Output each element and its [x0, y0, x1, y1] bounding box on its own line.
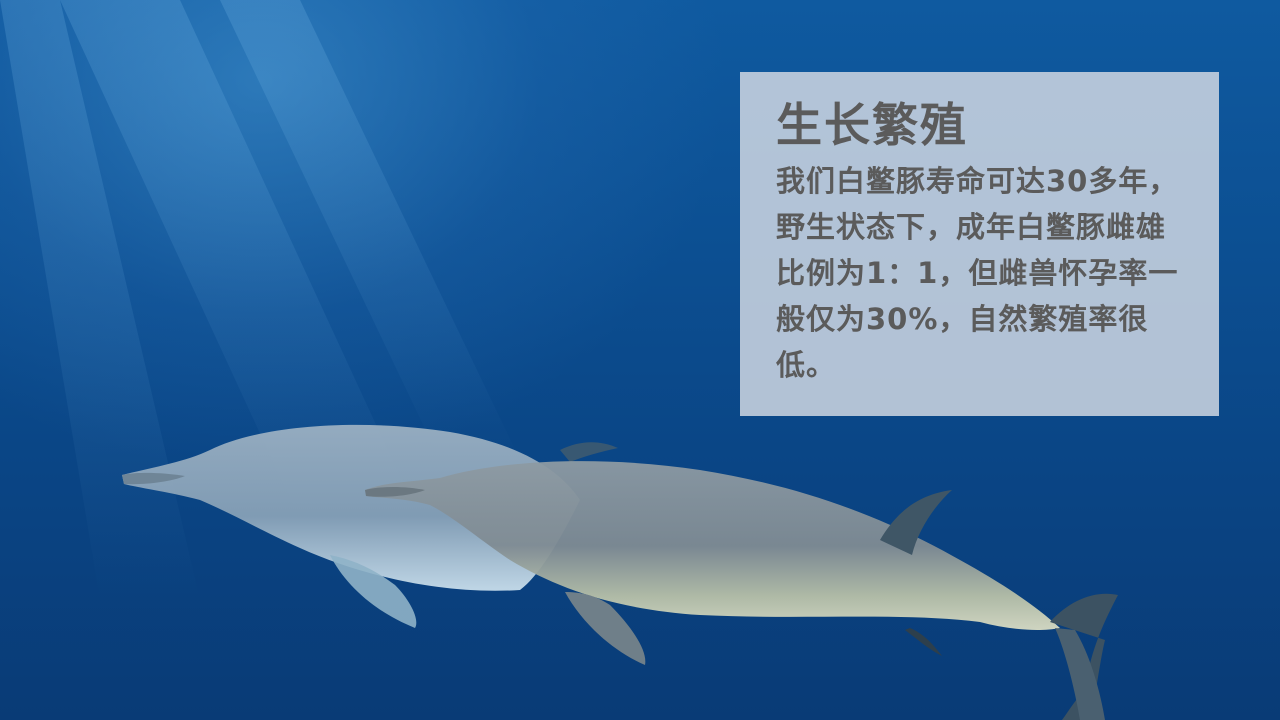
- panel-body-text: 我们白鳖豚寿命可达30多年，野生状态下，成年白鳖豚雌雄比例为1：1，但雌兽怀孕率…: [776, 164, 1179, 382]
- front-dolphin: [365, 461, 1118, 720]
- back-dolphin: [122, 424, 618, 628]
- info-panel: 生长繁殖 我们白鳖豚寿命可达30多年，野生状态下，成年白鳖豚雌雄比例为1：1，但…: [740, 72, 1219, 416]
- panel-title: 生长繁殖: [776, 98, 968, 152]
